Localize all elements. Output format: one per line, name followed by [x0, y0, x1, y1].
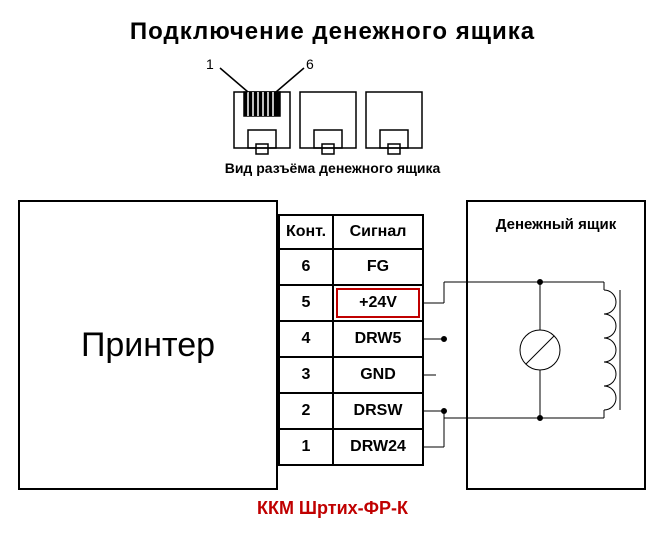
cell-contact: 6 [279, 249, 333, 285]
pin-6-label: 6 [306, 56, 314, 72]
table-row: 2DRSW [279, 393, 423, 429]
connector-view: 1 6 [0, 56, 665, 176]
table-header-row: Конт. Сигнал [279, 215, 423, 249]
header-contact: Конт. [279, 215, 333, 249]
cell-contact: 4 [279, 321, 333, 357]
cell-signal: DRSW [333, 393, 423, 429]
cell-signal: DRW5 [333, 321, 423, 357]
cell-contact: 1 [279, 429, 333, 465]
footer-text: ККМ Шртих-ФР-К [0, 498, 665, 519]
cash-drawer-label: Денежный ящик [468, 216, 644, 233]
header-signal: Сигнал [333, 215, 423, 249]
page-title: Подключение денежного ящика [0, 18, 665, 46]
cell-contact: 2 [279, 393, 333, 429]
table-row: 4DRW5 [279, 321, 423, 357]
table-row: 6FG [279, 249, 423, 285]
pin-1-label: 1 [206, 56, 214, 72]
cell-signal: DRW24 [333, 429, 423, 465]
printer-box: Принтер [18, 200, 278, 490]
pinout-table: Конт. Сигнал 6FG5+24V4DRW53GND2DRSW1DRW2… [278, 214, 424, 466]
cash-drawer-box: Денежный ящик [466, 200, 646, 490]
printer-label: Принтер [81, 326, 215, 365]
cell-signal: +24V [333, 285, 423, 321]
connector-caption: Вид разъёма денежного ящика [0, 160, 665, 176]
cell-contact: 3 [279, 357, 333, 393]
cell-signal: GND [333, 357, 423, 393]
table-row: 3GND [279, 357, 423, 393]
cell-contact: 5 [279, 285, 333, 321]
rj-connector-icon [0, 56, 665, 176]
table-row: 1DRW24 [279, 429, 423, 465]
table-row: 5+24V [279, 285, 423, 321]
cell-signal: FG [333, 249, 423, 285]
